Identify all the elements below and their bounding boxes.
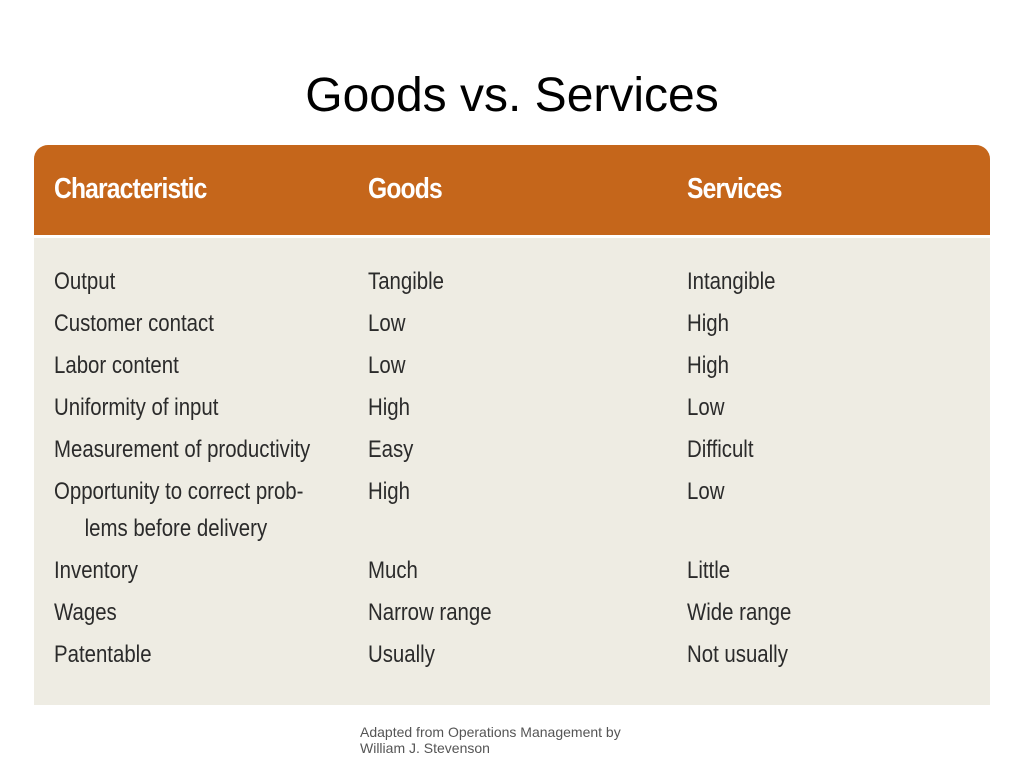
- table-cell: Low: [687, 394, 725, 421]
- table-cell: Measurement of productivity: [54, 436, 311, 463]
- header-cell: Services: [687, 173, 782, 205]
- slide-title: Goods vs. Services: [305, 69, 719, 122]
- table-cell: Output: [54, 268, 116, 295]
- table-cell: Usually: [368, 641, 435, 668]
- table-cell: Uniformity of input: [54, 394, 219, 421]
- table-cell: Narrow range: [368, 599, 492, 626]
- header-cell: Characteristic: [54, 173, 207, 205]
- table-row: Patentable Usually Not usually: [34, 636, 990, 678]
- table-row: Labor content Low High: [34, 347, 990, 389]
- table-cell: Little: [687, 557, 731, 584]
- table-cell: Low: [368, 352, 406, 379]
- table-cell: Low: [687, 478, 725, 505]
- table-cell: Tangible: [368, 268, 444, 295]
- table-cell: Labor content: [54, 352, 179, 379]
- table-cell: Low: [368, 310, 406, 337]
- table-row: Uniformity of input High Low: [34, 389, 990, 431]
- table: Characteristic Goods Services Output Tangib…: [34, 145, 990, 705]
- table-cell: High: [687, 310, 729, 337]
- table-cell: High: [368, 478, 410, 505]
- table-cell: Customer contact: [54, 310, 214, 337]
- table-cell: Intangible: [687, 268, 776, 295]
- table-row: Measurement of productivity Easy Difficult: [34, 431, 990, 473]
- table-cell: Inventory: [54, 557, 138, 584]
- table-cell: Difficult: [687, 436, 754, 463]
- table-cell: Wide range: [687, 599, 792, 626]
- caption: Adapted from Operations Management by Wi…: [360, 724, 621, 756]
- table-cell: Not usually: [687, 641, 788, 668]
- table-row: Inventory Much Little: [34, 552, 990, 594]
- table-row: Customer contact Low High: [34, 305, 990, 347]
- table-cell: Opportunity to correct prob- lems before…: [54, 478, 304, 542]
- table-cell: Easy: [368, 436, 414, 463]
- table-header: Characteristic Goods Services: [34, 145, 990, 238]
- header-cell: Goods: [368, 173, 443, 205]
- table-row: Opportunity to correct prob- lems before…: [34, 473, 990, 552]
- table-cell: Patentable: [54, 641, 152, 668]
- table-row: Wages Narrow range Wide range: [34, 594, 990, 636]
- table-body: Output Tangible Intangible Customer contact…: [34, 263, 990, 678]
- table-row: Output Tangible Intangible: [34, 263, 990, 305]
- table-cell: High: [368, 394, 410, 421]
- table-cell: High: [687, 352, 729, 379]
- table-cell: Wages: [54, 599, 117, 626]
- table-cell: Much: [368, 557, 418, 584]
